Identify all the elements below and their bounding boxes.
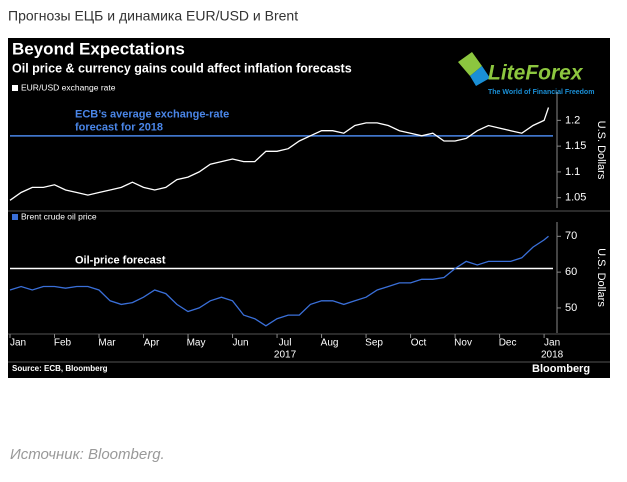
logo-tagline: The World of Financial Freedom [488,89,594,96]
y-tick-label: 1.1 [565,166,580,178]
x-tick-label: Sep [365,338,383,349]
chart-subtitle: Oil price & currency gains could affect … [12,61,352,75]
x-tick-label: Mar [98,338,116,349]
year-label: 2017 [274,350,297,361]
reference-label: forecast for 2018 [75,122,163,134]
reference-label: ECB’s average exchange-rate [75,109,229,121]
chart-title: Beyond Expectations [12,39,185,58]
logo-name: LiteForex [488,62,584,85]
x-tick-label: Jan [544,338,560,349]
logo-mark [458,52,482,76]
logo: LiteForex The World of Financial Freedom [458,52,594,96]
source: Source: ECB, Bloomberg [12,364,108,373]
x-tick-label: May [187,338,206,349]
caption: Источник: Bloomberg. [10,446,165,463]
data-line [9,235,549,327]
header: Прогнозы ЕЦБ и динамика EUR/USD и Brent [8,8,298,24]
data-line [9,107,550,201]
brand: Bloomberg [532,363,590,375]
y-axis-label: U.S. Dollars [595,121,607,180]
y-tick-label: 1.2 [565,114,580,126]
x-tick-label: Aug [321,338,339,349]
x-tick-label: Dec [499,338,517,349]
x-tick-label: Apr [144,338,160,349]
x-tick-label: Nov [454,338,472,349]
y-axis-label: U.S. Dollars [595,248,607,307]
y-tick-label: 60 [565,266,577,278]
x-tick-label: Feb [54,338,72,349]
legend-swatch [12,85,18,91]
legend-swatch [12,214,18,220]
y-tick-label: 70 [565,230,577,242]
x-tick-label: Oct [411,338,427,349]
x-tick-label: Jan [10,338,26,349]
logo-mark [470,66,490,86]
y-tick-label: 50 [565,302,577,314]
reference-label: Oil-price forecast [75,254,166,266]
year-label: 2018 [541,350,564,361]
legend-label: EUR/USD exchange rate [21,82,116,92]
y-tick-label: 1.15 [565,140,586,152]
chart-background [8,38,610,378]
x-tick-label: Jun [232,338,248,349]
x-tick-label: Jul [279,338,292,349]
legend-label: Brent crude oil price [21,211,97,221]
y-tick-label: 1.05 [565,192,586,204]
